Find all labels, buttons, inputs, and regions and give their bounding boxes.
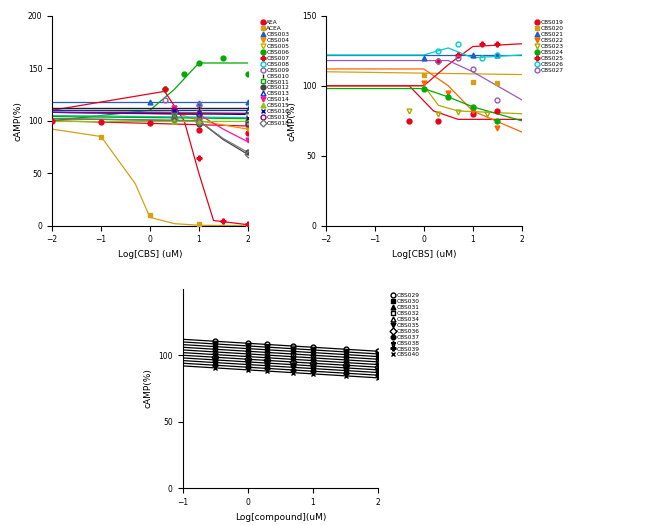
X-axis label: Log[CBS] (uM): Log[CBS] (uM) xyxy=(118,250,182,259)
Y-axis label: cAMP(%): cAMP(%) xyxy=(144,369,153,408)
Legend: CBS019, CBS020, CBS021, CBS022, CBS023, CBS024, CBS025, CBS026, CBS027: CBS019, CBS020, CBS021, CBS022, CBS023, … xyxy=(534,19,564,74)
Legend: AEA, ACEA, CBS003, CBS004, CBS005, CBS006, CBS007, CBS008, CBS009, CBS010, CBS01: AEA, ACEA, CBS003, CBS004, CBS005, CBS00… xyxy=(260,19,290,128)
X-axis label: Log[CBS] (uM): Log[CBS] (uM) xyxy=(392,250,456,259)
Y-axis label: cAMP(%): cAMP(%) xyxy=(14,101,22,141)
Legend: CBS029, CBS030, CBS031, CBS032, CBS034, CBS035, CBS036, CBS037, CBS038, CBS039, : CBS029, CBS030, CBS031, CBS032, CBS034, … xyxy=(391,292,421,359)
Y-axis label: cAMP(%): cAMP(%) xyxy=(288,101,296,141)
X-axis label: Log[compound](uM): Log[compound](uM) xyxy=(235,512,326,521)
